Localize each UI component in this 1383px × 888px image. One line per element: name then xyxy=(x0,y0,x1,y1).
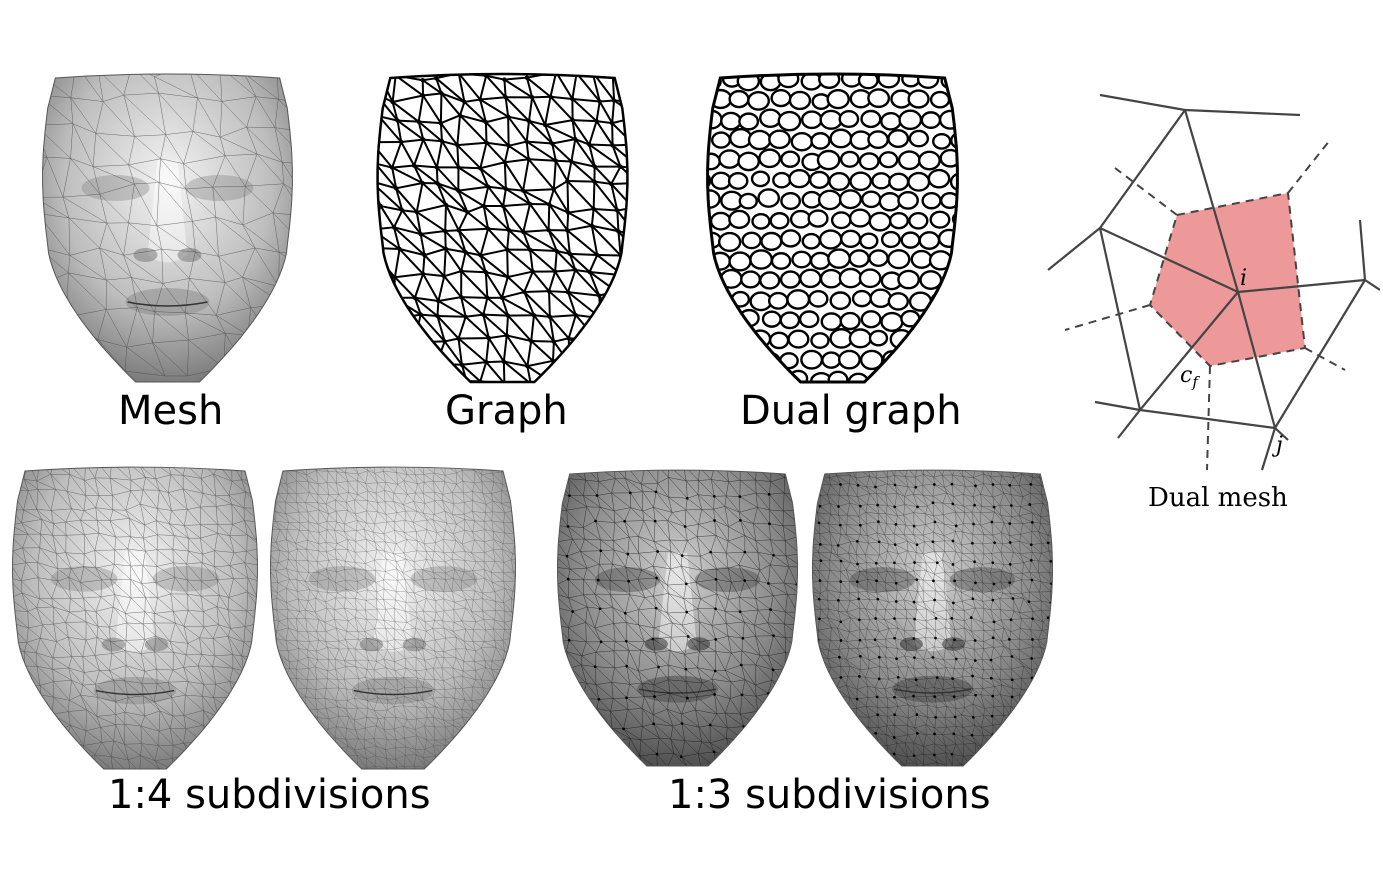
dual-graph-face-svg xyxy=(705,70,960,390)
sub13-face-b xyxy=(810,460,1055,780)
sub14-face-b xyxy=(268,460,518,780)
dual-mesh-diagram: i cf j xyxy=(1040,80,1380,480)
dual-graph-label: Dual graph xyxy=(740,388,962,434)
sub14-face-a xyxy=(10,460,260,780)
sub14-face-b-svg xyxy=(268,460,518,780)
label-cf-sub: f xyxy=(1191,373,1200,391)
dual-mesh-svg: i cf j xyxy=(1040,80,1380,480)
dual-graph-face xyxy=(705,70,960,390)
mesh-face xyxy=(40,70,295,390)
dual-mesh-caption: Dual mesh xyxy=(1148,483,1288,513)
label-i: i xyxy=(1240,266,1247,291)
sub13-face-a-svg xyxy=(555,460,800,780)
sub13-face-a xyxy=(555,460,800,780)
sub14-face-a-svg xyxy=(10,460,260,780)
sub13-face-b-svg xyxy=(810,460,1055,780)
graph-face-svg xyxy=(375,70,630,390)
graph-face xyxy=(375,70,630,390)
graph-label: Graph xyxy=(445,388,568,434)
sub14-caption: 1:4 subdivisions xyxy=(108,772,431,818)
mesh-label: Mesh xyxy=(118,388,223,434)
label-cf: cf xyxy=(1180,363,1200,391)
mesh-face-svg xyxy=(40,70,295,390)
sub13-caption: 1:3 subdivisions xyxy=(668,772,991,818)
dual-cell xyxy=(1150,193,1305,366)
